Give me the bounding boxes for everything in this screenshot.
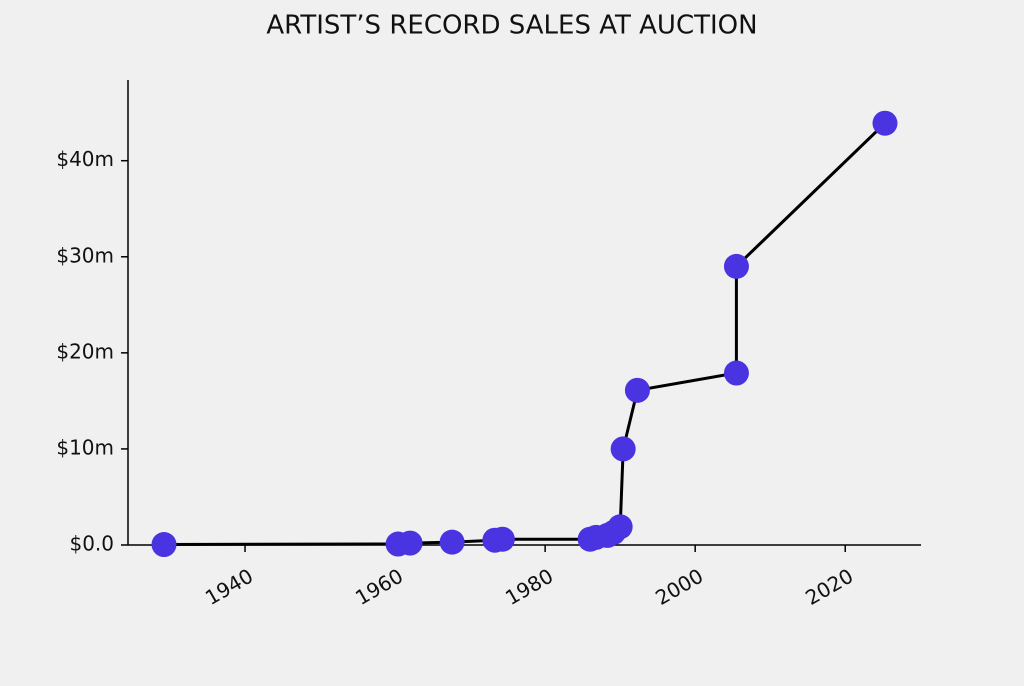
x-tick-label: 2000 <box>651 564 707 610</box>
point <box>624 377 650 403</box>
point <box>439 529 465 555</box>
y-tick-label: $40m <box>56 147 114 171</box>
y-tick-label: $10m <box>56 435 114 459</box>
y-tick-label: $30m <box>56 243 114 267</box>
point <box>723 360 749 386</box>
point <box>489 526 515 552</box>
x-tick-label: 1960 <box>351 564 407 610</box>
point <box>397 530 423 556</box>
series-line <box>163 122 887 546</box>
x-tick-label: 1940 <box>201 564 257 610</box>
chart-title: ARTIST’S RECORD SALES AT AUCTION <box>266 11 757 41</box>
x-tick-label: 1980 <box>501 564 557 610</box>
point <box>151 532 177 558</box>
y-tick-label: $20m <box>56 339 114 363</box>
point <box>872 110 898 136</box>
point <box>723 253 749 279</box>
y-tick-label: $0.0 <box>69 532 114 556</box>
x-tick-label: 2020 <box>801 564 857 610</box>
point <box>610 436 636 462</box>
point <box>607 514 633 540</box>
